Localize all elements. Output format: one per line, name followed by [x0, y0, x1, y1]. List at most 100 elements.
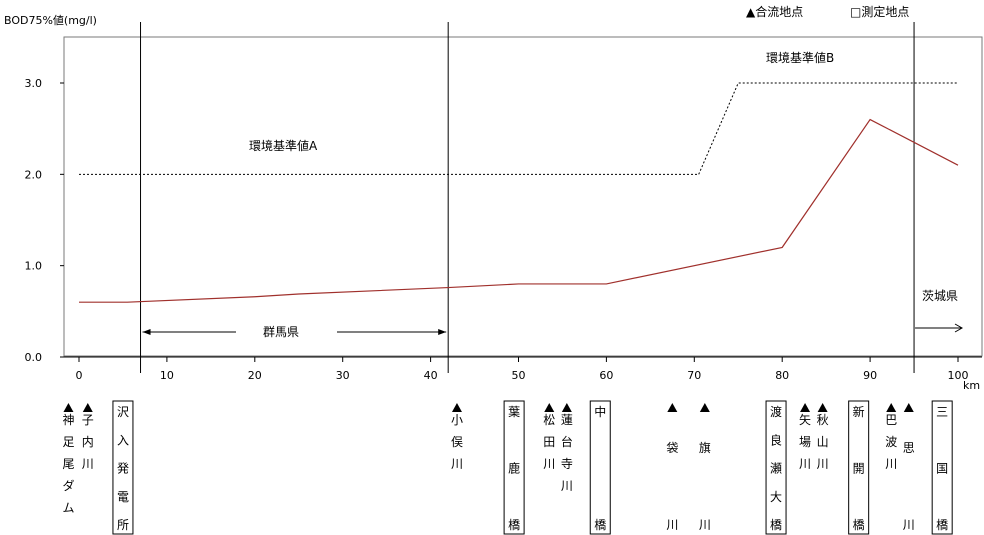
gunma-region-label: 群馬県 [263, 325, 299, 339]
x-tick-label: 30 [336, 369, 350, 382]
y-axis-ticks: 0.0 1.0 2.0 3.0 [25, 77, 64, 364]
x-axis-ticks: 0 10 20 30 40 50 60 70 80 90 100 [64, 356, 982, 382]
site-name-char: 内 [82, 435, 94, 449]
site-name-char: 川 [666, 518, 678, 532]
site-name-char: 国 [936, 462, 948, 476]
site-name-char: 山 [817, 435, 829, 449]
site-name-char: 鹿 [508, 461, 520, 476]
measurement-site: 新開橋 [848, 400, 870, 535]
confluence-site: 小俣川 [451, 403, 463, 471]
confluence-marker [817, 403, 828, 412]
gunma-arrow-left-head [142, 329, 151, 335]
site-name-char: 発 [117, 462, 129, 476]
confluence-site: 松田川 [543, 403, 555, 471]
site-name-char: 川 [817, 457, 829, 471]
site-name-char: 尾 [62, 457, 74, 471]
site-name-char: 川 [799, 457, 811, 471]
bod-series [79, 118, 959, 303]
confluence-marker [903, 403, 914, 412]
site-name-char: 瀬 [770, 462, 782, 476]
legend-measurement: □測定地点 [850, 4, 909, 19]
standard-a-label: 環境基準値A [249, 138, 318, 153]
site-name-char: 俣 [451, 435, 463, 449]
site-name-char: 秋 [817, 413, 829, 427]
confluence-marker [561, 403, 572, 412]
x-tick-label: 0 [76, 369, 83, 382]
x-tick-label: 90 [863, 369, 877, 382]
site-name-char: 子 [82, 413, 94, 427]
y-tick-label: 1.0 [25, 260, 43, 273]
site-name-char: 川 [699, 518, 711, 532]
measurement-box [503, 400, 525, 535]
y-axis-label: BOD75%値(mg/l) [4, 14, 97, 27]
site-name-char: 新 [853, 404, 865, 419]
confluence-marker [699, 403, 710, 412]
confluence-marker [544, 403, 555, 412]
confluence-site: 矢場川 [799, 403, 811, 471]
measurement-box [589, 400, 611, 535]
site-name-char: 小 [451, 413, 463, 427]
confluence-site: 袋川 [666, 403, 678, 532]
site-name-char: 波 [885, 435, 897, 449]
measurement-box [112, 400, 134, 535]
site-name-char: 中 [594, 404, 606, 419]
x-tick-label: 60 [599, 369, 613, 382]
site-name-char: 沢 [117, 405, 129, 419]
legend-confluence: ▲合流地点 [746, 4, 803, 19]
site-name-char: 神 [62, 413, 74, 427]
site-name-char: 矢 [799, 413, 811, 427]
site-name-char: 川 [543, 457, 555, 471]
site-name-char: 思 [903, 441, 915, 455]
x-tick-label: 50 [512, 369, 526, 382]
confluence-site: 巴波川 [885, 403, 897, 471]
site-name-char: 田 [543, 435, 555, 449]
site-name-char: 場 [799, 435, 811, 449]
y-tick-label: 3.0 [25, 77, 43, 90]
site-name-char: 川 [903, 518, 915, 532]
site-name-char: 川 [885, 457, 897, 471]
confluence-site: 子内川 [82, 403, 94, 471]
measurement-site: 中橋 [589, 400, 611, 535]
site-name-char: 松 [543, 413, 555, 427]
site-name-char: 大 [770, 490, 782, 504]
x-tick-label: 40 [424, 369, 438, 382]
plot-area-frame [63, 36, 983, 357]
confluence-site: 旗川 [699, 403, 711, 532]
confluence-marker [63, 403, 74, 412]
confluence-marker [82, 403, 93, 412]
ibaraki-arrow-head [954, 323, 964, 333]
site-name-char: ダ [62, 478, 74, 493]
site-name-char: 足 [62, 435, 74, 449]
measurement-box [931, 400, 953, 535]
ibaraki-region-label: 茨城県 [922, 289, 958, 303]
series-line [79, 118, 959, 303]
site-name-char: 橋 [594, 518, 606, 532]
site-name-char: 電 [117, 490, 129, 504]
site-name-char: 袋 [666, 441, 678, 455]
x-tick-label: 70 [687, 369, 701, 382]
confluence-marker [800, 403, 811, 412]
measurement-site: 三国橋 [931, 400, 953, 535]
site-name-char: 渡 [770, 404, 782, 419]
site-name-char: 寺 [561, 457, 573, 471]
y-tick-label: 0.0 [25, 351, 43, 364]
prefecture-regions [142, 323, 964, 335]
site-name-char: 橋 [853, 518, 865, 532]
confluence-site: 思川 [903, 403, 915, 532]
measurement-site: 葉鹿橋 [503, 400, 525, 535]
site-name-char: ム [62, 501, 74, 515]
site-name-char: 台 [561, 434, 573, 449]
standard-b-label: 環境基準値B [766, 50, 834, 65]
site-name-char: 良 [770, 432, 782, 447]
x-tick-label: 10 [160, 369, 174, 382]
site-name-char: 川 [451, 457, 463, 471]
site-name-char: 三 [936, 405, 948, 419]
site-name-char: 橋 [936, 518, 948, 532]
x-tick-label: 100 [948, 369, 969, 382]
confluence-site: 秋山川 [817, 403, 829, 471]
site-name-char: 所 [117, 518, 129, 532]
